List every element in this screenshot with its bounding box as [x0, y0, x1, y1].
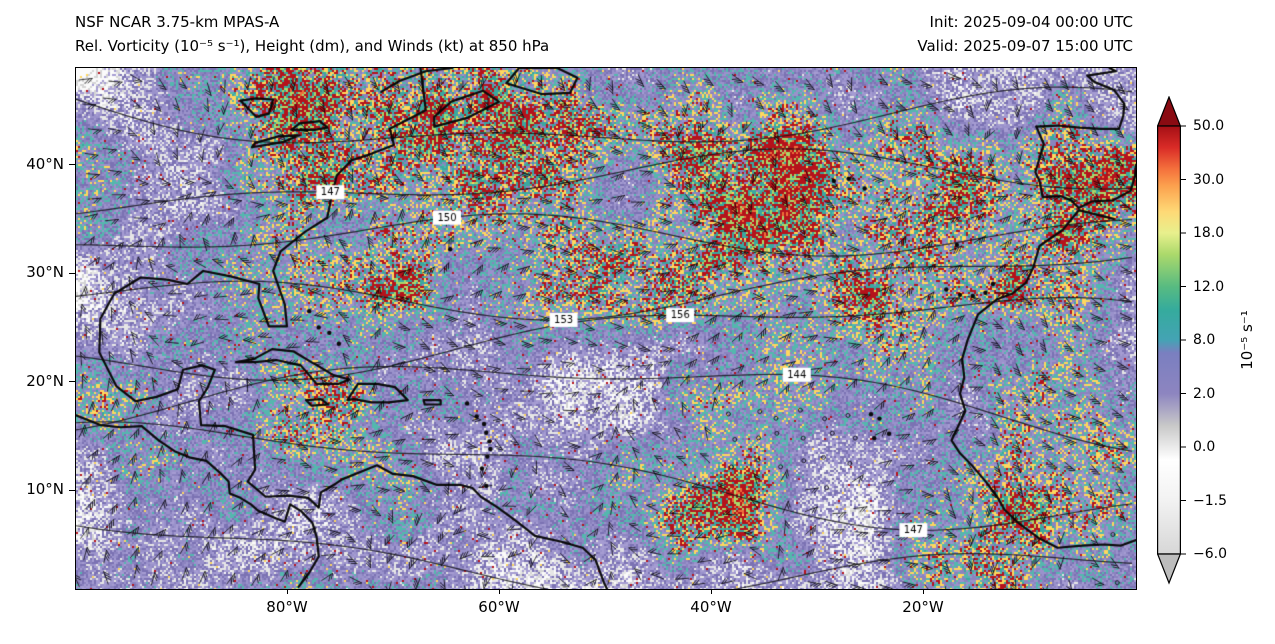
- y-tick-label: 40°N: [26, 154, 64, 173]
- colorbar-tick-label: 0.0: [1193, 439, 1216, 455]
- colorbar: 50.0 30.0 18.0 12.0 8.0 2.0 0.0 −1.5 −6.0: [1156, 95, 1267, 596]
- colorbar-tick-label: 18.0: [1193, 225, 1225, 241]
- colorbar-tick-label: 2.0: [1193, 385, 1216, 402]
- y-tick-mark: [69, 381, 75, 383]
- x-tick-label: 80°W: [266, 598, 308, 616]
- valid-time: Valid: 2025-09-07 15:00 UTC: [917, 37, 1133, 55]
- colorbar-tick-label: 30.0: [1193, 171, 1225, 188]
- x-tick-label: 60°W: [478, 598, 520, 616]
- colorbar-tick-label: −6.0: [1193, 546, 1227, 562]
- colorbar-svg: [1156, 95, 1186, 585]
- colorbar-gradient: [1157, 125, 1181, 555]
- colorbar-tick-label: −1.5: [1193, 492, 1227, 509]
- init-time: Init: 2025-09-04 00:00 UTC: [929, 13, 1133, 31]
- plot-subtitle: Rel. Vorticity (10⁻⁵ s⁻¹), Height (dm), …: [75, 37, 550, 55]
- x-tick-mark: [922, 589, 924, 594]
- y-tick-label: 10°N: [26, 480, 64, 499]
- colorbar-tick-label: 50.0: [1193, 118, 1225, 134]
- y-tick-label: 20°N: [26, 371, 64, 390]
- x-tick-label: 40°W: [690, 598, 732, 616]
- colorbar-tick-label: 12.0: [1193, 278, 1225, 295]
- map-plot-area: [75, 67, 1137, 590]
- colorbar-under-arrow: [1156, 553, 1182, 585]
- x-tick-label: 20°W: [902, 598, 944, 616]
- title-block: NSF NCAR 3.75-km MPAS-A Rel. Vorticity (…: [75, 10, 549, 58]
- colorbar-tick-label: 8.0: [1193, 332, 1216, 348]
- y-tick-mark: [69, 164, 75, 166]
- y-tick-mark: [69, 272, 75, 274]
- y-tick-label: 30°N: [26, 263, 64, 282]
- map-canvas: [76, 68, 1136, 589]
- time-block: Init: 2025-09-04 00:00 UTC Valid: 2025-0…: [917, 10, 1133, 58]
- colorbar-over-arrow: [1156, 95, 1182, 127]
- y-tick-mark: [69, 489, 75, 491]
- plot-title: NSF NCAR 3.75-km MPAS-A: [75, 13, 280, 31]
- x-tick-mark: [710, 589, 712, 594]
- colorbar-label: 10⁻⁵ s⁻¹: [1238, 310, 1256, 370]
- x-tick-mark: [498, 589, 500, 594]
- x-tick-mark: [286, 589, 288, 594]
